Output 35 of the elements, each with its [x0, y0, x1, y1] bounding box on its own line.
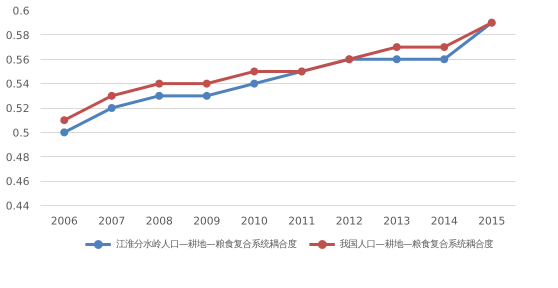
point: [440, 55, 448, 64]
point: [202, 80, 211, 88]
y-tick-label: 0.44: [6, 200, 30, 212]
point: [202, 92, 211, 100]
legend-label: 江淮分水岭人口—耕地—粮食复合系统耦合度: [116, 238, 296, 250]
y-tick-label: 0.48: [6, 150, 30, 164]
y-tick-label: 0.5: [12, 126, 30, 140]
point: [440, 43, 448, 52]
x-tick-label: 2008: [146, 214, 174, 228]
x-tick-label: 2015: [478, 214, 506, 228]
point: [60, 128, 68, 136]
y-tick-label: 0.54: [6, 78, 30, 91]
point: [155, 92, 164, 100]
point: [155, 80, 164, 88]
x-tick-label: 2014: [430, 214, 458, 228]
x-tick-label: 2007: [98, 214, 126, 228]
point: [250, 67, 258, 76]
x-tick-label: 2013: [383, 214, 410, 228]
x-tick-label: 2011: [288, 214, 316, 228]
x-tick-label: 2010: [240, 214, 268, 228]
point: [108, 104, 116, 112]
y-tick-label: 0.52: [6, 102, 30, 115]
x-tick-label: 2009: [193, 214, 221, 228]
x-tick-label: 2012: [336, 214, 363, 228]
y-tick-label: 0.56: [6, 53, 30, 66]
point: [60, 116, 68, 124]
y-tick-label: 0.46: [6, 175, 30, 188]
y-tick-label: 0.6: [12, 4, 30, 18]
x-tick-label: 2006: [50, 214, 78, 228]
y-tick-label: 0.58: [6, 28, 30, 42]
point: [250, 80, 258, 88]
point: [108, 92, 116, 100]
point: [392, 55, 401, 64]
legend-label: 我国人口—耕地—粮食复合系统耦合度: [340, 238, 494, 250]
point: [392, 43, 401, 52]
